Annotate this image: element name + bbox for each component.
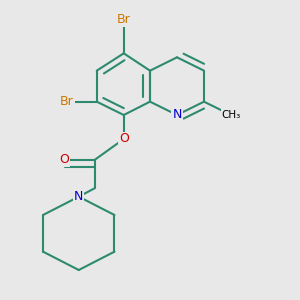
Text: O: O [60, 154, 69, 166]
Text: N: N [172, 109, 182, 122]
Text: Br: Br [60, 95, 74, 108]
Text: N: N [74, 190, 83, 203]
Text: CH₃: CH₃ [221, 110, 241, 120]
Text: Br: Br [117, 14, 130, 26]
Text: O: O [119, 133, 129, 146]
